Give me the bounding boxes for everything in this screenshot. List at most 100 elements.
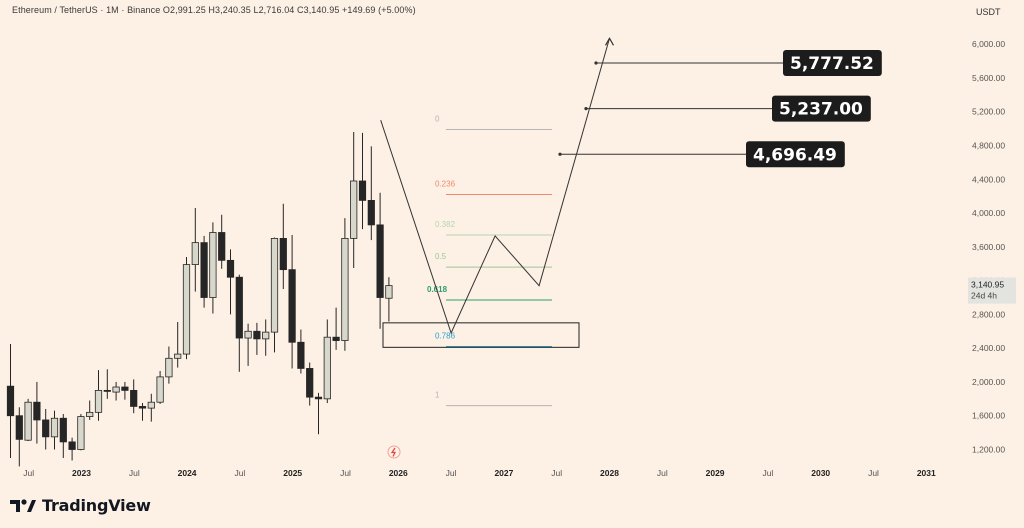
target-dot — [594, 61, 598, 65]
target-box — [746, 141, 845, 168]
fib-label: 1 — [435, 391, 440, 400]
fib-label: 0 — [435, 114, 440, 123]
price-tick-label: 6,000.00 — [972, 39, 1005, 49]
support-zone-box — [382, 322, 580, 348]
candle-body — [306, 368, 314, 398]
target-value: 5,237.00 — [779, 100, 863, 120]
candle-body — [138, 406, 147, 409]
candle — [174, 321, 182, 368]
candle — [218, 214, 226, 269]
candle — [59, 414, 67, 458]
candle-body — [6, 385, 15, 417]
candle-body — [174, 353, 182, 359]
projected-path — [380, 37, 615, 335]
time-tick-label: 2023 — [72, 468, 91, 478]
candle — [86, 400, 94, 420]
candle-body — [59, 417, 67, 443]
fib-label: 0.382 — [435, 220, 456, 229]
fib-retracement: 0 0.236 0.382 0.5 0.618 0.786 1 — [382, 114, 580, 407]
brand-name: TradingView — [42, 496, 151, 515]
price-tick-label: 5,600.00 — [972, 73, 1005, 83]
events-icon[interactable] — [387, 445, 401, 459]
candle — [94, 370, 103, 421]
candle-body — [112, 386, 120, 393]
candle-body — [200, 242, 208, 298]
time-tick-label: Jul — [446, 468, 457, 478]
target-value: 4,696.49 — [753, 145, 837, 165]
candle-body — [288, 269, 296, 343]
price-tick-label: 5,200.00 — [972, 107, 1005, 117]
price-tick-label: 3,600.00 — [972, 242, 1005, 252]
candle — [314, 392, 323, 435]
candle-body — [341, 237, 349, 341]
candle-body — [323, 336, 331, 400]
target-label: 4,696.49 — [558, 141, 845, 168]
candle-body — [147, 401, 155, 409]
candle — [297, 329, 305, 374]
tradingview-icon — [10, 498, 36, 512]
price-tick-label: 2,400.00 — [972, 343, 1005, 353]
candle-body — [226, 259, 235, 278]
candles — [6, 132, 393, 467]
candle-body — [376, 224, 384, 298]
price-tick-label: 4,400.00 — [972, 174, 1005, 184]
price-tick-label: 4,800.00 — [972, 141, 1005, 151]
candle — [15, 407, 23, 467]
candle — [235, 274, 243, 372]
candle-body — [156, 376, 164, 403]
candle — [385, 277, 393, 322]
candle-body — [191, 242, 199, 265]
candle — [332, 307, 340, 350]
time-tick-label: 2029 — [706, 468, 725, 478]
candle-body — [130, 389, 138, 407]
target-label: 5,777.52 — [594, 49, 882, 76]
candle-body — [358, 180, 367, 201]
fib-label: 0.5 — [435, 252, 447, 261]
fib-label: 0.618 — [427, 285, 448, 294]
time-tick-label: Jul — [868, 468, 879, 478]
candle-body — [244, 330, 252, 339]
time-tick-label: Jul — [762, 468, 773, 478]
candle — [24, 398, 32, 442]
candle — [367, 146, 375, 241]
targets: 5,777.52 5,237.00 4,696.49 — [558, 49, 882, 168]
candle — [42, 408, 50, 450]
candle-body — [262, 331, 270, 340]
candle-body — [350, 180, 358, 239]
current-price-tag — [968, 277, 1016, 304]
candle-body — [297, 341, 305, 369]
symbol-title[interactable]: Ethereum / TetherUS · 1M · Binance — [12, 5, 161, 15]
candle — [288, 235, 296, 369]
ohlc-values: O2,991.25 H3,240.35 L2,716.04 C3,140.95 … — [160, 5, 416, 15]
candle-body — [218, 232, 226, 261]
candle — [147, 393, 155, 422]
time-tick-label: 2031 — [917, 468, 936, 478]
candle-body — [103, 389, 111, 392]
candle — [376, 192, 384, 329]
candle — [156, 370, 164, 404]
tradingview-logo[interactable]: TradingView — [10, 496, 151, 515]
time-tick-label: Jul — [340, 468, 351, 478]
price-tick-label: 2,800.00 — [972, 309, 1005, 319]
candle — [358, 132, 367, 230]
target-dot — [558, 152, 562, 156]
candle-body — [42, 419, 50, 438]
current-price-value: 3,140.95 — [971, 280, 1004, 290]
price-tick-label: 2,000.00 — [972, 377, 1005, 387]
candle — [6, 343, 15, 458]
candle — [209, 222, 217, 314]
candle-body — [332, 336, 340, 341]
candle — [262, 319, 270, 356]
arrow-head-icon — [604, 37, 615, 46]
candle-body — [367, 200, 375, 226]
target-label: 5,237.00 — [584, 95, 871, 122]
candle-body — [253, 330, 261, 340]
candle-body — [209, 232, 217, 298]
candle-body — [86, 411, 94, 417]
symbol-info-bar: Ethereum / TetherUS · 1M · Binance O2,99… — [12, 5, 416, 15]
candle — [200, 235, 208, 308]
candle-body — [165, 357, 173, 378]
